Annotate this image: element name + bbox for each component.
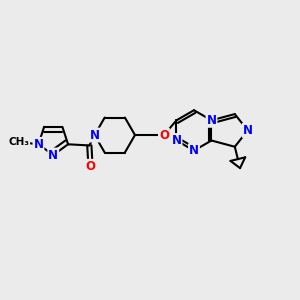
Text: CH₃: CH₃ [8, 137, 29, 147]
Text: O: O [85, 160, 95, 173]
Text: O: O [159, 128, 169, 142]
Text: N: N [243, 124, 253, 137]
Text: N: N [172, 134, 182, 147]
Text: N: N [90, 128, 100, 142]
Text: N: N [206, 114, 217, 127]
Text: N: N [48, 148, 58, 161]
Text: N: N [189, 144, 199, 157]
Text: N: N [34, 138, 44, 151]
